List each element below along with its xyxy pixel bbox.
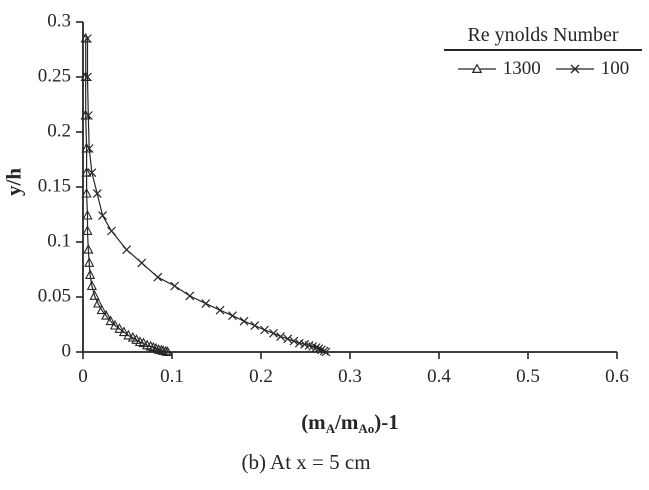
x-axis-title-part: (m: [301, 410, 326, 434]
svg-text:0.2: 0.2: [249, 366, 273, 387]
legend-item-re-1300: 1300: [457, 58, 541, 80]
svg-text:0.15: 0.15: [38, 175, 71, 196]
triangle-marker-icon: [457, 63, 496, 73]
legend-items: 1300 100: [444, 58, 642, 80]
svg-text:0.2: 0.2: [47, 120, 71, 141]
svg-text:0.25: 0.25: [38, 65, 71, 86]
svg-text:0: 0: [62, 340, 72, 361]
x-axis-title-subscript: Ao: [358, 421, 375, 436]
svg-text:0.1: 0.1: [47, 230, 71, 251]
svg-text:0.6: 0.6: [605, 366, 629, 387]
y-axis-title: y/h: [1, 167, 26, 197]
x-axis-title-subscript: A: [325, 421, 336, 436]
svg-text:0.4: 0.4: [427, 366, 451, 387]
legend-item-label: 1300: [502, 58, 541, 79]
figure-caption: (b) At x = 5 cm: [241, 450, 371, 474]
legend: Re ynolds Number 1300 100: [444, 24, 642, 80]
svg-text:0.05: 0.05: [38, 285, 71, 306]
legend-item-label: 100: [600, 58, 630, 79]
svg-text:0.1: 0.1: [160, 366, 184, 387]
x-axis-title: (mA/mAo)-1: [83, 410, 617, 435]
svg-text:0.3: 0.3: [338, 366, 362, 387]
svg-text:0.3: 0.3: [47, 10, 71, 31]
svg-text:0: 0: [78, 366, 88, 387]
legend-item-re-100: 100: [555, 58, 630, 80]
x-axis-title-part: /m: [335, 410, 359, 434]
svg-text:0.5: 0.5: [516, 366, 540, 387]
x-axis-title-part: )-1: [374, 410, 399, 434]
x-marker-icon: [555, 64, 594, 74]
legend-title: Re ynolds Number: [444, 24, 642, 51]
